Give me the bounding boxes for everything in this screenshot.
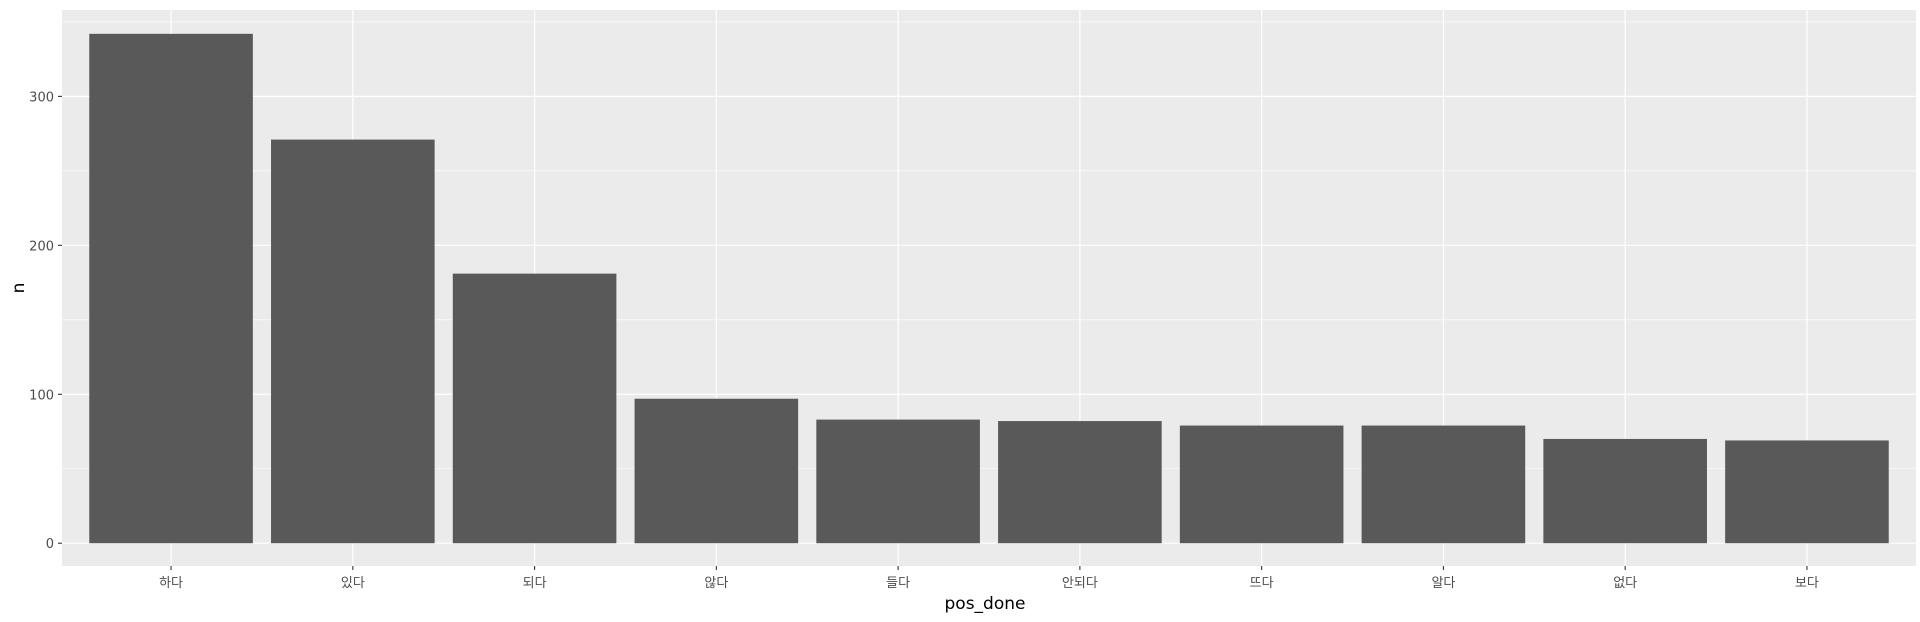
x-tick-label: 안되다 <box>1062 576 1098 591</box>
y-tick-label: 300 <box>29 90 54 105</box>
bars <box>89 33 1889 544</box>
x-tick-label: 되다 <box>523 576 547 591</box>
bar-3 <box>452 273 617 544</box>
bar-9 <box>1543 438 1707 544</box>
x-tick-label: 없다 <box>1613 576 1637 591</box>
x-axis-title: pos_done <box>945 594 1026 614</box>
bar-1 <box>89 33 253 544</box>
y-axis: 0 100 200 300 <box>29 90 62 552</box>
x-tick-label: 하다 <box>159 576 183 591</box>
bar-10 <box>1725 440 1889 544</box>
y-tick-label: 200 <box>29 239 54 254</box>
bar-8 <box>1361 425 1526 544</box>
x-axis: 하다 있다 되다 않다 들다 안되다 뜨다 알다 없다 보다 <box>159 566 1819 591</box>
bar-5 <box>816 419 980 544</box>
bar-4 <box>634 398 799 544</box>
x-tick-label: 들다 <box>886 576 910 591</box>
bar-6 <box>998 421 1162 544</box>
y-tick-label: 100 <box>29 388 54 403</box>
bar-2 <box>271 139 435 544</box>
x-tick-label: 있다 <box>341 576 365 591</box>
x-tick-label: 보다 <box>1795 576 1819 591</box>
y-axis-title: n <box>9 283 29 294</box>
bar-7 <box>1179 425 1344 544</box>
x-tick-label: 않다 <box>704 576 728 591</box>
x-tick-label: 알다 <box>1431 576 1455 591</box>
y-tick-label: 0 <box>46 537 54 552</box>
x-tick-label: 뜨다 <box>1250 576 1274 591</box>
